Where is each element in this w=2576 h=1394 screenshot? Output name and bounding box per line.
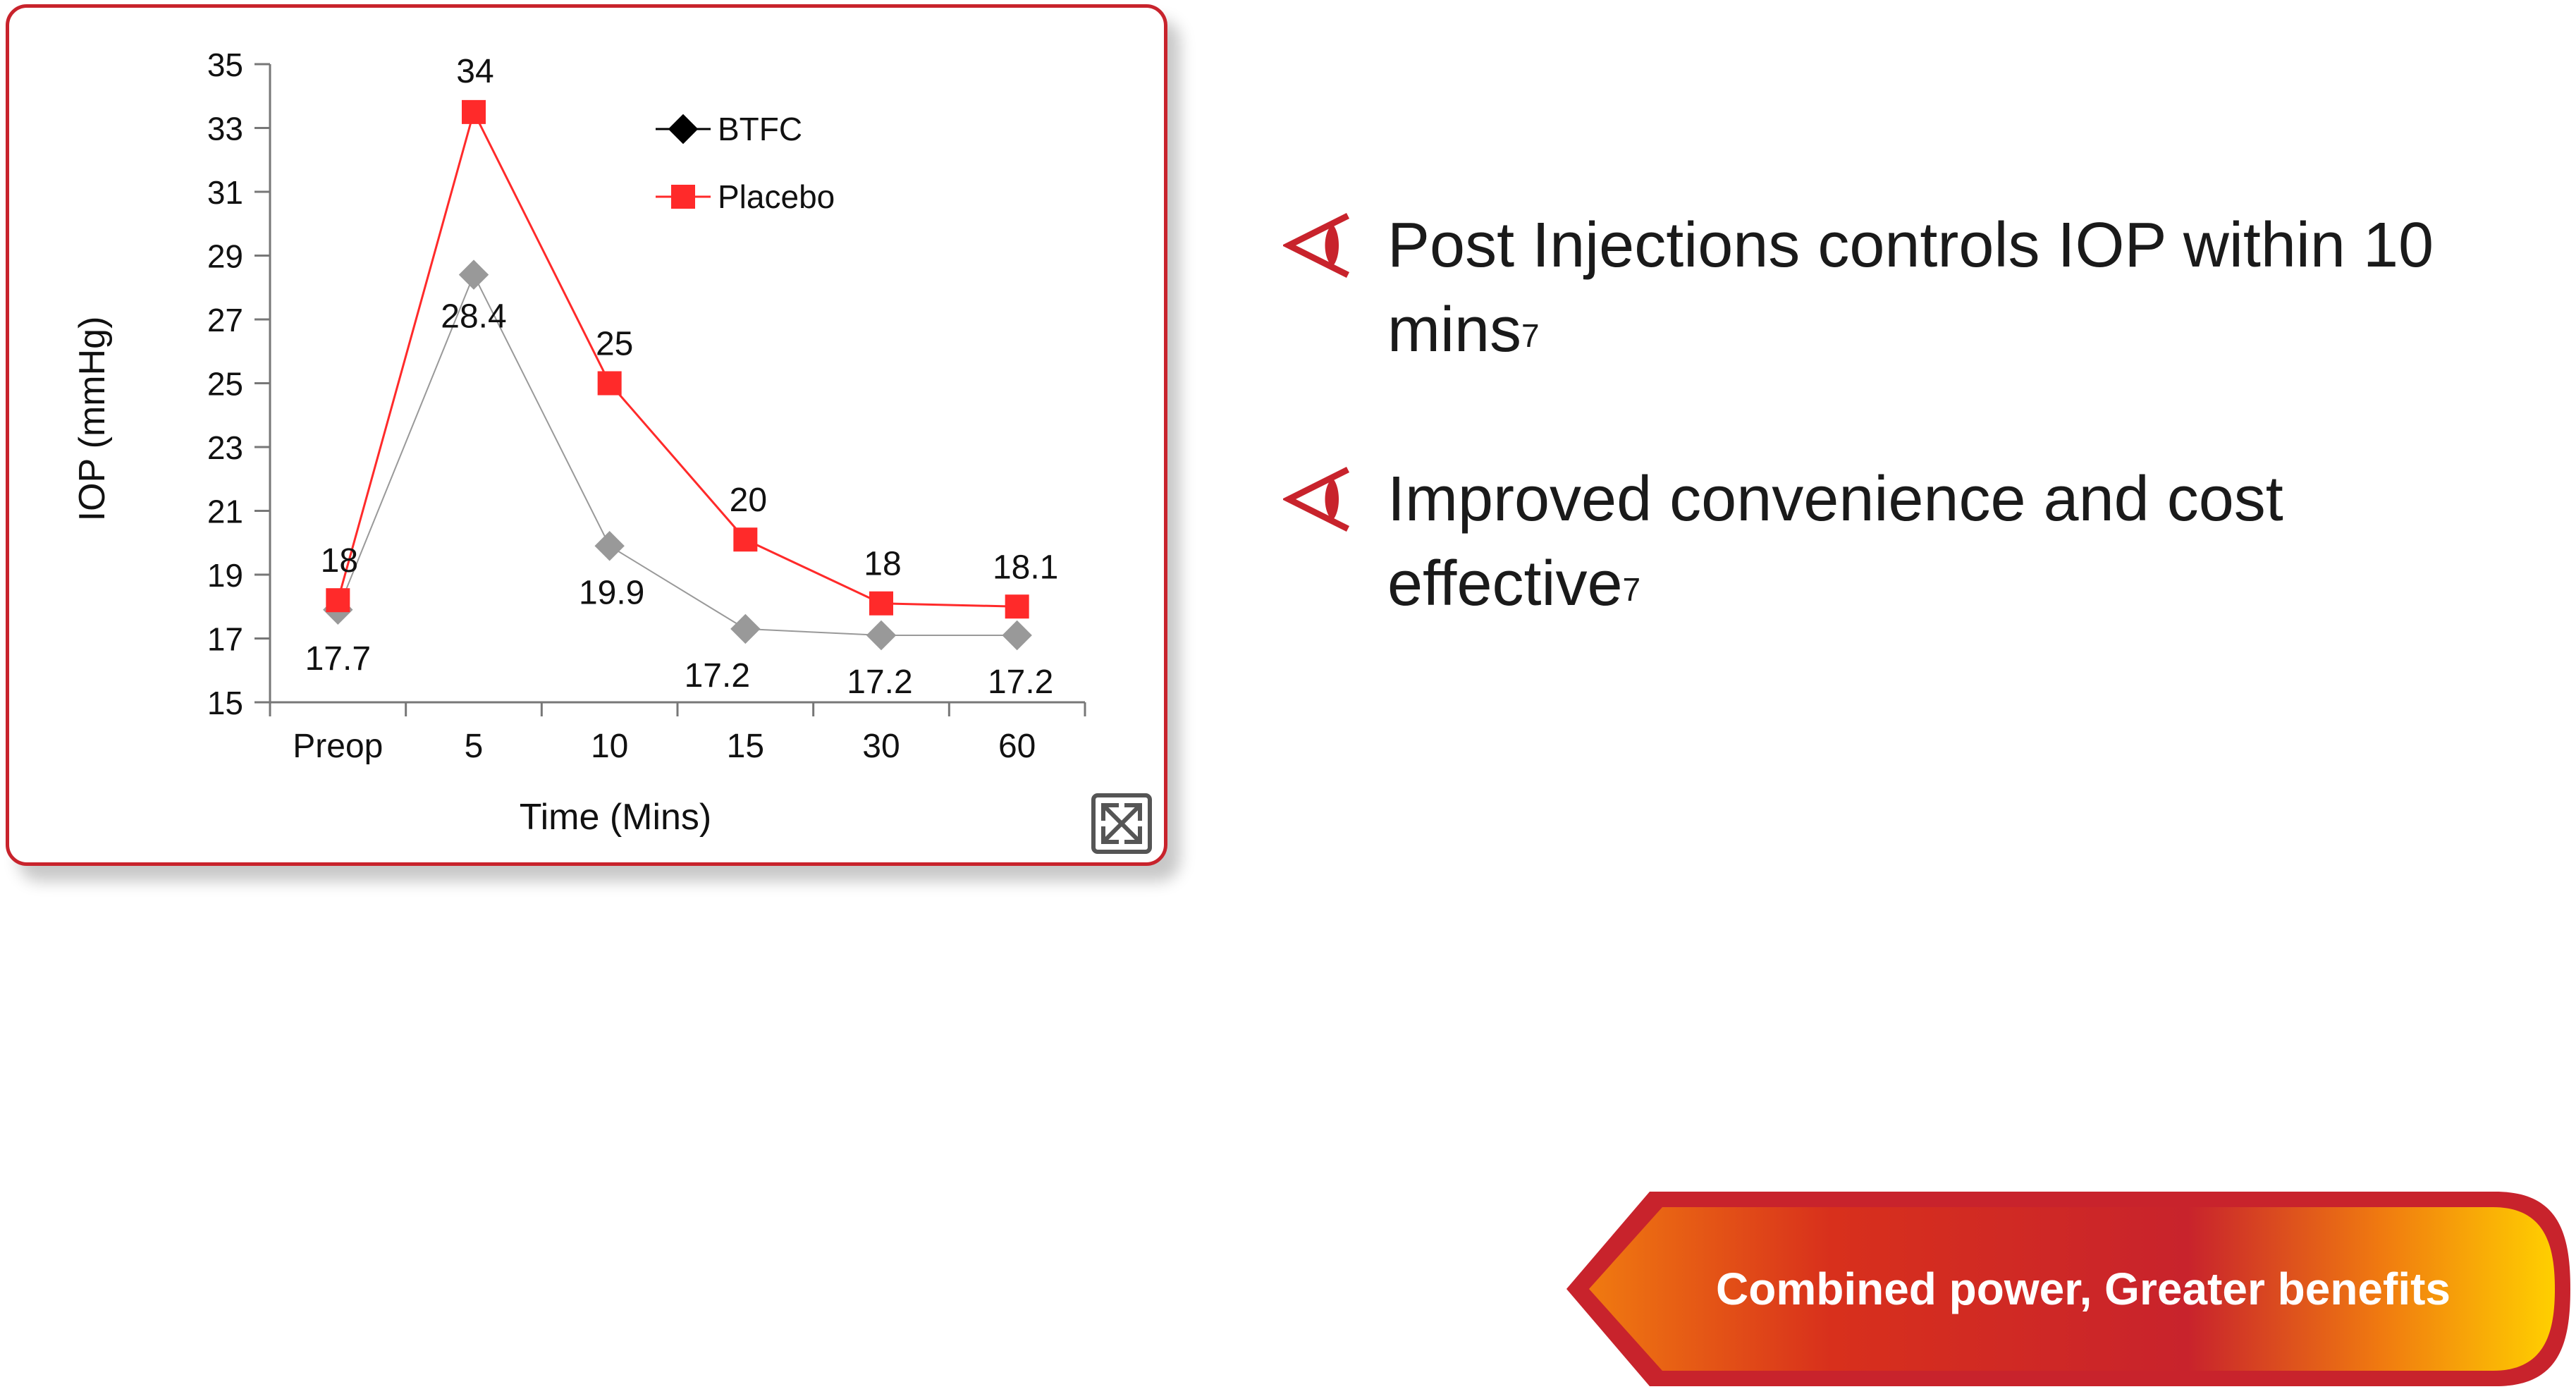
data-labels: 17.7 28.4 19.9 17.2 17.2 17.2 18 34 25 20 18 18.1 xyxy=(305,53,1059,701)
y-tick-label: 29 xyxy=(207,238,243,275)
iop-line-chart: 15 17 19 21 23 25 27 29 31 33 35 Preop 5 10 15 30 60 IO… xyxy=(72,47,1152,854)
point-btfc xyxy=(1002,620,1032,651)
x-axis: Preop 5 10 15 30 60 xyxy=(269,701,1086,765)
series-line-btfc xyxy=(337,273,1017,636)
y-tick-label: 33 xyxy=(207,111,243,147)
y-tick-label: 21 xyxy=(207,494,243,530)
bullet-2-text: Improved convenience and cost effective7 xyxy=(1387,457,2445,626)
y-tick-label: 15 xyxy=(207,685,243,721)
point-btfc xyxy=(458,259,489,290)
eye-arrow-icon xyxy=(1283,466,1350,532)
point-placebo xyxy=(1005,594,1029,619)
point-btfc xyxy=(594,531,625,561)
series-line-placebo xyxy=(336,109,1017,608)
legend-marker-placebo xyxy=(671,185,695,209)
legend-label-btfc: BTFC xyxy=(718,111,802,147)
point-placebo xyxy=(326,588,350,613)
y-tick-label: 23 xyxy=(207,429,243,466)
data-label-placebo: 25 xyxy=(596,326,633,363)
x-tick-label: 15 xyxy=(727,728,764,765)
x-tick-label: 60 xyxy=(998,728,1036,765)
bullet-1-text: Post Injections controls IOP within 10 m… xyxy=(1387,203,2445,372)
x-tick-label: 30 xyxy=(862,728,900,765)
y-tick-label: 17 xyxy=(207,621,243,658)
data-label-placebo: 20 xyxy=(730,482,767,519)
data-label-placebo: 18 xyxy=(864,546,901,583)
series-group xyxy=(323,99,1032,651)
banner-label: Combined power, Greater benefits xyxy=(1716,1264,2451,1314)
y-axis: 15 17 19 21 23 25 27 29 31 33 35 xyxy=(207,47,271,721)
bullet-1-superscript: 7 xyxy=(1521,317,1540,354)
data-label-placebo: 34 xyxy=(456,53,493,90)
x-tick-label: Preop xyxy=(293,728,383,765)
point-placebo xyxy=(462,99,486,124)
y-tick-label: 35 xyxy=(207,47,243,83)
bullet-2-label: Improved convenience and cost effective xyxy=(1387,464,2283,619)
data-label-placebo: 18 xyxy=(321,542,358,580)
point-btfc xyxy=(866,620,897,651)
point-placebo xyxy=(869,591,893,616)
arrow-banner xyxy=(1566,1192,2570,1386)
x-tick-label: 10 xyxy=(591,728,628,765)
chart-card: 15 17 19 21 23 25 27 29 31 33 35 Preop 5 10 15 30 60 IO… xyxy=(6,4,1167,866)
eye-arrow-icon xyxy=(1283,212,1350,279)
legend: BTFC Placebo xyxy=(656,111,835,215)
y-tick-label: 19 xyxy=(207,557,243,594)
data-label-btfc: 19.9 xyxy=(579,574,644,611)
data-label-btfc: 28.4 xyxy=(441,298,506,336)
y-axis-title: IOP (mmHg) xyxy=(72,317,113,522)
bullet-2-superscript: 7 xyxy=(1622,571,1641,608)
data-label-placebo: 18.1 xyxy=(993,549,1058,586)
point-btfc xyxy=(730,613,761,644)
y-tick-label: 27 xyxy=(207,302,243,338)
point-placebo xyxy=(733,527,758,552)
y-tick-label: 25 xyxy=(207,366,243,403)
banner-inner xyxy=(1589,1207,2555,1371)
data-label-btfc: 17.2 xyxy=(685,657,750,695)
legend-marker-btfc xyxy=(668,114,699,145)
bullet-1-label: Post Injections controls IOP within 10 m… xyxy=(1387,210,2434,365)
point-placebo xyxy=(597,371,622,396)
legend-label-placebo: Placebo xyxy=(718,178,835,215)
data-label-btfc: 17.2 xyxy=(988,664,1053,701)
x-axis-title: Time (Mins) xyxy=(520,797,712,838)
y-tick-label: 31 xyxy=(207,174,243,211)
data-label-btfc: 17.2 xyxy=(847,664,912,701)
x-tick-label: 5 xyxy=(465,728,484,765)
data-label-btfc: 17.7 xyxy=(305,640,371,678)
expand-icon[interactable] xyxy=(1091,793,1152,854)
